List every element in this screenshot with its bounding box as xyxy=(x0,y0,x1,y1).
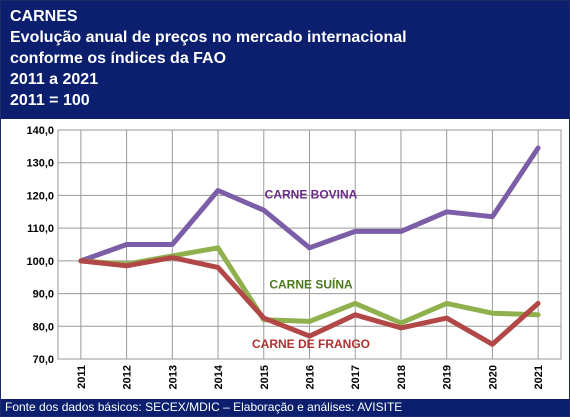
series-line-carne-de-frango xyxy=(78,255,541,347)
footer-source-text: Fonte dos dados básicos: SECEX/MDIC – El… xyxy=(5,400,403,414)
series-label-carne-su-na: CARNE SUÍNA xyxy=(269,277,353,292)
y-tick-label: 100,0 xyxy=(26,256,54,268)
y-tick-label: 130,0 xyxy=(26,158,54,170)
x-tick-label: 2018 xyxy=(396,365,408,389)
header-banner: CARNES Evolução anual de preços no merca… xyxy=(1,1,569,119)
x-tick-label: 2020 xyxy=(487,365,499,389)
y-tick-label: 110,0 xyxy=(27,223,54,235)
y-tick-label: 80,0 xyxy=(33,321,54,333)
series-label-carne-de-frango: CARNE DE FRANGO xyxy=(252,337,370,351)
chart-period: 2011 a 2021 xyxy=(10,71,99,88)
chart-base: 2011 = 100 xyxy=(10,92,90,109)
x-tick-label: 2011 xyxy=(76,365,88,389)
chart-subtitle-line-1: Evolução anual de preços no mercado inte… xyxy=(10,29,407,46)
x-tick-label: 2016 xyxy=(305,365,317,389)
line-chart: 70,0 80,0 90,0 100,0 110,0 120,0 130,0 140,0 20… xyxy=(26,125,562,389)
series-line-carne-bovina xyxy=(78,145,541,264)
chart-subtitle-line-2: conforme os índices da FAO xyxy=(10,50,227,67)
x-tick-label: 2014 xyxy=(213,364,225,389)
x-tick-label: 2021 xyxy=(533,365,545,389)
footer-source: Fonte dos dados básicos: SECEX/MDIC – El… xyxy=(1,399,569,416)
y-tick-label: 140,0 xyxy=(26,125,54,137)
chart-title: CARNES xyxy=(10,8,78,25)
x-tick-label: 2013 xyxy=(167,365,179,389)
x-tick-label: 2012 xyxy=(122,365,134,389)
x-tick-label: 2015 xyxy=(259,365,271,389)
x-tick-label: 2019 xyxy=(442,365,454,389)
y-tick-label: 70,0 xyxy=(33,354,54,366)
y-tick-label: 90,0 xyxy=(33,289,54,301)
series-label-carne-bovina: CARNE BOVINA xyxy=(265,188,358,202)
x-tick-label: 2017 xyxy=(350,365,362,389)
y-tick-label: 120,0 xyxy=(26,190,54,202)
